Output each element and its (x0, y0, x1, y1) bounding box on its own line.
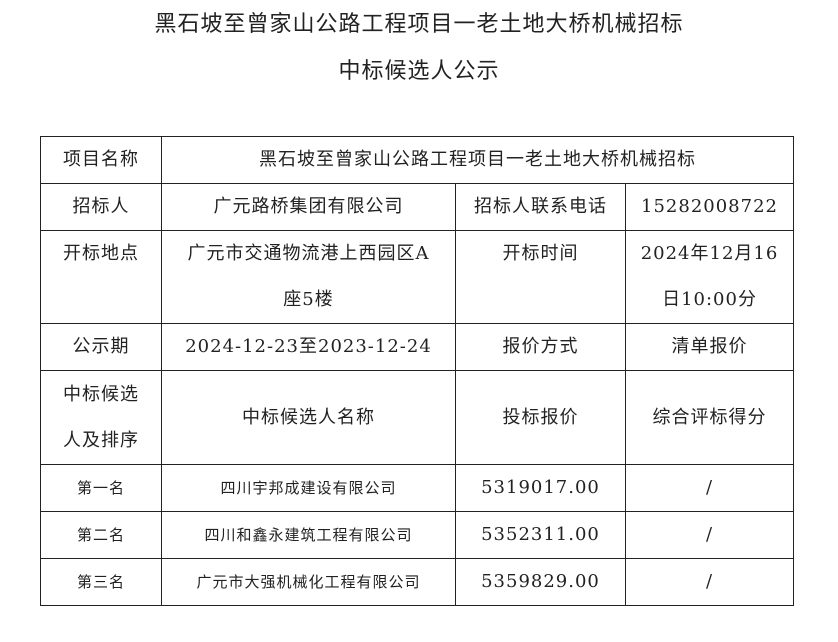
time-line2: 日10:00分 (662, 289, 757, 310)
candidate-name: 四川和鑫永建筑工程有限公司 (161, 511, 456, 559)
bid: 5352311.00 (455, 511, 626, 559)
candidate-name: 四川宇邦成建设有限公司 (161, 464, 456, 512)
location-line1: 广元市交通物流港上西园区A (187, 243, 430, 264)
table-row: 第二名 四川和鑫永建筑工程有限公司 5352311.00 / (40, 511, 795, 559)
project-name-label: 项目名称 (40, 136, 162, 184)
rank: 第三名 (40, 558, 162, 606)
table-row: 开标地点 广元市交通物流港上西园区A 座5楼 开标时间 2024年12月16 日10… (40, 230, 795, 324)
bid-header: 投标报价 (455, 370, 626, 465)
table-header-row: 中标候选人及排序 中标候选人名称 投标报价 综合评标得分 (40, 370, 795, 465)
bid: 5319017.00 (455, 464, 626, 512)
rank-header-line2: 人及排序 (63, 429, 139, 451)
bid: 5359829.00 (455, 558, 626, 606)
table-row: 招标人 广元路桥集团有限公司 招标人联系电话 15282008722 (40, 183, 795, 231)
name-header: 中标候选人名称 (161, 370, 456, 465)
project-name: 黑石坡至曾家山公路工程项目一老土地大桥机械招标 (160, 136, 795, 184)
announcement-table: 项目名称 黑石坡至曾家山公路工程项目一老土地大桥机械招标 招标人 广元路桥集团有… (40, 136, 795, 606)
time: 2024年12月16 日10:00分 (624, 230, 795, 324)
tenderer: 广元路桥集团有限公司 (161, 183, 456, 231)
tenderer-label: 招标人 (40, 183, 162, 231)
table-row: 第三名 广元市大强机械化工程有限公司 5359829.00 / (40, 558, 795, 606)
location-label: 开标地点 (40, 230, 162, 324)
rank-header-line1: 中标候选 (63, 383, 139, 405)
time-label: 开标时间 (455, 230, 626, 324)
period: 2024-12-23至2023-12-24 (161, 323, 456, 371)
quote-method-label: 报价方式 (455, 323, 626, 371)
location-line2: 座5楼 (283, 289, 334, 310)
period-label: 公示期 (40, 323, 162, 371)
document-title: 黑石坡至曾家山公路工程项目一老土地大桥机械招标 (154, 12, 684, 37)
score: / (624, 464, 795, 512)
phone: 15282008722 (624, 183, 795, 231)
rank: 第二名 (40, 511, 162, 559)
score: / (624, 511, 795, 559)
score-header: 综合评标得分 (624, 370, 795, 465)
table-row: 项目名称 黑石坡至曾家山公路工程项目一老土地大桥机械招标 (40, 136, 795, 184)
time-line1: 2024年12月16 (640, 243, 779, 264)
table-row: 第一名 四川宇邦成建设有限公司 5319017.00 / (40, 464, 795, 512)
candidate-name: 广元市大强机械化工程有限公司 (161, 558, 456, 606)
rank-header: 中标候选 人及排序 (40, 370, 162, 465)
score: / (624, 558, 795, 606)
quote-method: 清单报价 (624, 323, 795, 371)
location: 广元市交通物流港上西园区A 座5楼 (161, 230, 456, 324)
rank: 第一名 (40, 464, 162, 512)
table-row: 公示期 2024-12-23至2023-12-24 报价方式 清单报价 (40, 323, 795, 371)
phone-label: 招标人联系电话 (455, 183, 626, 231)
document-subtitle: 中标候选人公示 (338, 59, 500, 84)
